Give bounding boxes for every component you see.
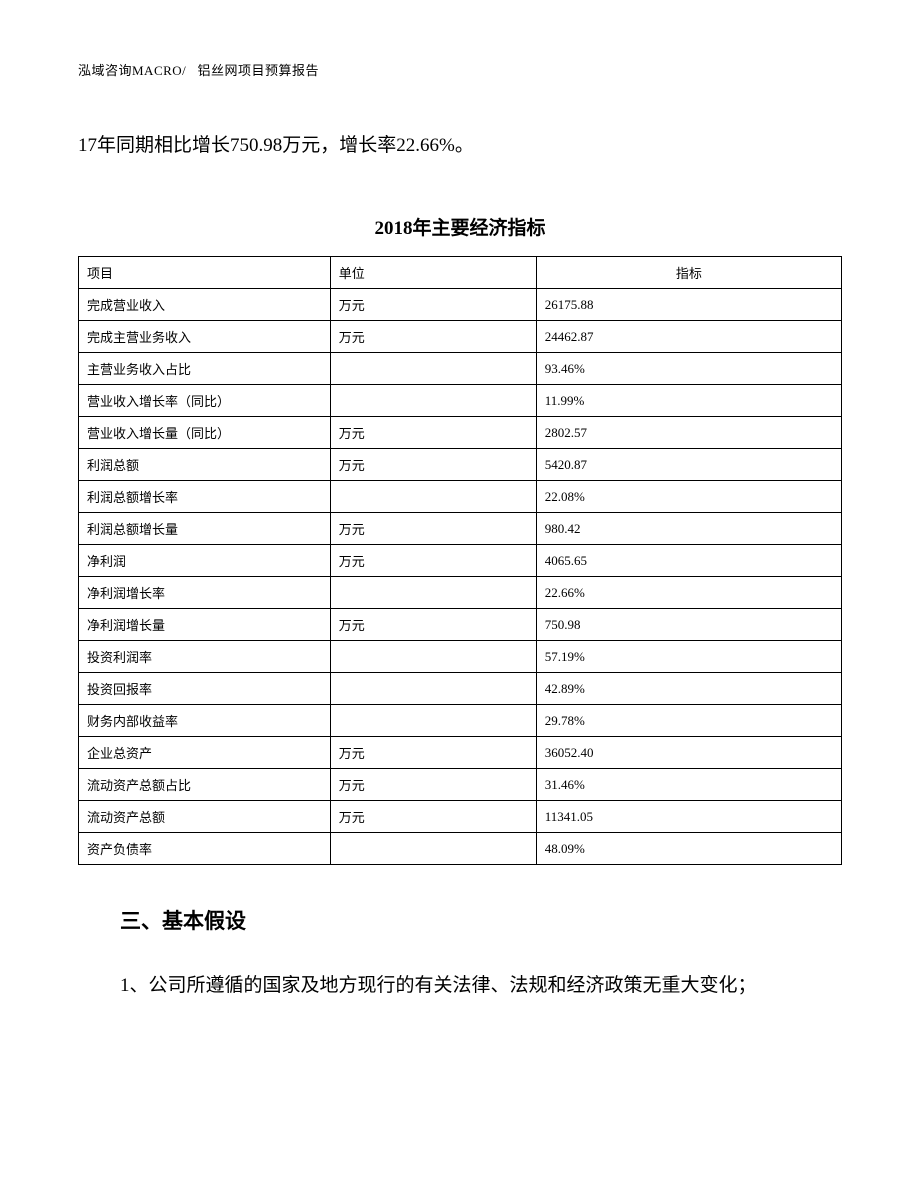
header-right: 铝丝网项目预算报告 xyxy=(198,63,320,78)
table-row: 净利润增长率 22.66% xyxy=(79,577,842,609)
table-cell-value: 5420.87 xyxy=(536,449,841,481)
intro-paragraph: 17年同期相比增长750.98万元，增长率22.66%。 xyxy=(78,131,842,161)
table-title: 2018年主要经济指标 xyxy=(78,213,842,240)
table-row: 利润总额 万元 5420.87 xyxy=(79,449,842,481)
table-cell-item: 利润总额 xyxy=(79,449,331,481)
table-cell-value: 29.78% xyxy=(536,705,841,737)
table-cell-value: 48.09% xyxy=(536,833,841,865)
page-container: 泓域咨询MACRO/ 铝丝网项目预算报告 17年同期相比增长750.98万元，增… xyxy=(0,0,920,1067)
table-row: 资产负债率 48.09% xyxy=(79,833,842,865)
table-row: 主营业务收入占比 93.46% xyxy=(79,353,842,385)
table-cell-item: 投资利润率 xyxy=(79,641,331,673)
table-cell-unit xyxy=(330,577,536,609)
table-cell-value: 980.42 xyxy=(536,513,841,545)
table-cell-unit: 万元 xyxy=(330,769,536,801)
table-cell-unit: 万元 xyxy=(330,449,536,481)
table-cell-value: 36052.40 xyxy=(536,737,841,769)
table-cell-unit xyxy=(330,641,536,673)
table-cell-item: 财务内部收益率 xyxy=(79,705,331,737)
table-body: 完成营业收入 万元 26175.88 完成主营业务收入 万元 24462.87 … xyxy=(79,289,842,865)
table-row: 流动资产总额 万元 11341.05 xyxy=(79,801,842,833)
table-cell-value: 31.46% xyxy=(536,769,841,801)
table-cell-item: 资产负债率 xyxy=(79,833,331,865)
table-row: 完成营业收入 万元 26175.88 xyxy=(79,289,842,321)
table-row: 投资回报率 42.89% xyxy=(79,673,842,705)
table-header-unit: 单位 xyxy=(330,257,536,289)
table-cell-unit: 万元 xyxy=(330,289,536,321)
table-cell-unit: 万元 xyxy=(330,801,536,833)
table-cell-item: 流动资产总额占比 xyxy=(79,769,331,801)
table-cell-unit xyxy=(330,833,536,865)
table-cell-item: 完成营业收入 xyxy=(79,289,331,321)
section-heading: 三、基本假设 xyxy=(78,905,842,935)
table-cell-item: 利润总额增长率 xyxy=(79,481,331,513)
table-cell-unit: 万元 xyxy=(330,737,536,769)
table-cell-item: 企业总资产 xyxy=(79,737,331,769)
table-row: 财务内部收益率 29.78% xyxy=(79,705,842,737)
table-cell-item: 营业收入增长量（同比） xyxy=(79,417,331,449)
table-cell-unit: 万元 xyxy=(330,545,536,577)
table-cell-value: 2802.57 xyxy=(536,417,841,449)
economic-indicators-table: 项目 单位 指标 完成营业收入 万元 26175.88 完成主营业务收入 万元 … xyxy=(78,256,842,865)
table-cell-unit: 万元 xyxy=(330,417,536,449)
table-cell-item: 主营业务收入占比 xyxy=(79,353,331,385)
table-row: 利润总额增长量 万元 980.42 xyxy=(79,513,842,545)
table-cell-value: 57.19% xyxy=(536,641,841,673)
table-cell-unit: 万元 xyxy=(330,321,536,353)
table-cell-item: 流动资产总额 xyxy=(79,801,331,833)
table-cell-value: 42.89% xyxy=(536,673,841,705)
table-row: 利润总额增长率 22.08% xyxy=(79,481,842,513)
table-cell-value: 11341.05 xyxy=(536,801,841,833)
table-cell-value: 24462.87 xyxy=(536,321,841,353)
table-row: 企业总资产 万元 36052.40 xyxy=(79,737,842,769)
table-header-value: 指标 xyxy=(536,257,841,289)
table-cell-value: 93.46% xyxy=(536,353,841,385)
table-cell-unit xyxy=(330,705,536,737)
table-cell-unit xyxy=(330,481,536,513)
table-cell-item: 净利润 xyxy=(79,545,331,577)
table-cell-item: 利润总额增长量 xyxy=(79,513,331,545)
table-cell-item: 净利润增长率 xyxy=(79,577,331,609)
table-cell-unit: 万元 xyxy=(330,609,536,641)
body-paragraph: 1、公司所遵循的国家及地方现行的有关法律、法规和经济政策无重大变化； xyxy=(78,965,842,1007)
table-cell-value: 22.08% xyxy=(536,481,841,513)
header-left: 泓域咨询MACRO/ xyxy=(78,63,186,78)
table-cell-value: 4065.65 xyxy=(536,545,841,577)
table-row: 净利润 万元 4065.65 xyxy=(79,545,842,577)
table-row: 营业收入增长量（同比） 万元 2802.57 xyxy=(79,417,842,449)
table-row: 完成主营业务收入 万元 24462.87 xyxy=(79,321,842,353)
table-cell-item: 营业收入增长率（同比） xyxy=(79,385,331,417)
table-cell-item: 完成主营业务收入 xyxy=(79,321,331,353)
table-row: 投资利润率 57.19% xyxy=(79,641,842,673)
table-cell-value: 26175.88 xyxy=(536,289,841,321)
table-row: 净利润增长量 万元 750.98 xyxy=(79,609,842,641)
table-row: 营业收入增长率（同比） 11.99% xyxy=(79,385,842,417)
table-cell-unit xyxy=(330,385,536,417)
table-cell-value: 11.99% xyxy=(536,385,841,417)
table-header-row: 项目 单位 指标 xyxy=(79,257,842,289)
table-cell-unit xyxy=(330,673,536,705)
table-cell-value: 22.66% xyxy=(536,577,841,609)
table-cell-value: 750.98 xyxy=(536,609,841,641)
table-cell-item: 投资回报率 xyxy=(79,673,331,705)
table-cell-unit xyxy=(330,353,536,385)
table-cell-unit: 万元 xyxy=(330,513,536,545)
document-header: 泓域咨询MACRO/ 铝丝网项目预算报告 xyxy=(78,60,842,79)
table-cell-item: 净利润增长量 xyxy=(79,609,331,641)
table-header-item: 项目 xyxy=(79,257,331,289)
table-row: 流动资产总额占比 万元 31.46% xyxy=(79,769,842,801)
